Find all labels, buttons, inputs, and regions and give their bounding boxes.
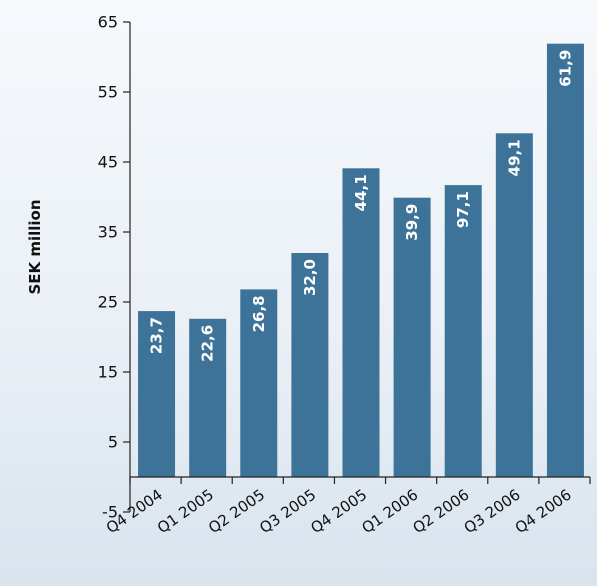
data-label-3: 26,8 — [250, 295, 268, 332]
bar-7 — [444, 185, 482, 477]
bar-8 — [495, 133, 533, 478]
bar-9 — [546, 43, 584, 477]
x-category-label-7: Q2 2006 — [410, 486, 473, 538]
data-label-5: 44,1 — [352, 174, 370, 211]
y-tick-label-8: -5 — [102, 503, 118, 522]
x-category-label-5: Q4 2005 — [307, 486, 370, 538]
x-category-label-9: Q4 2006 — [512, 486, 575, 538]
data-label-9: 61,9 — [556, 50, 574, 87]
y-tick-label-1: 65 — [98, 13, 118, 32]
data-label-6: 39,9 — [403, 204, 421, 241]
bars-layer — [138, 43, 584, 478]
bar-3 — [240, 289, 278, 477]
x-category-label-8: Q3 2006 — [461, 486, 524, 538]
y-axis-label: SEK million — [26, 199, 44, 294]
bar-2 — [189, 318, 227, 477]
y-tick-label-2: 55 — [98, 83, 118, 102]
y-tick-label-7: 5 — [108, 433, 118, 452]
y-tick-label-4: 35 — [98, 223, 118, 242]
data-label-2: 22,6 — [199, 325, 217, 362]
labels-layer: 23,7 22,6 26,8 32,0 44,1 39,9 97,1 49,1 61,9 — [148, 50, 575, 362]
x-category-label-3: Q2 2005 — [205, 486, 268, 538]
data-label-7: 97,1 — [454, 191, 472, 228]
data-label-1: 23,7 — [148, 317, 166, 354]
bar-6 — [393, 197, 431, 477]
x-category-label-4: Q3 2005 — [256, 486, 319, 538]
x-category-label-6: Q1 2006 — [358, 486, 421, 538]
data-label-4: 32,0 — [301, 259, 319, 296]
y-tick-label-3: 45 — [98, 153, 118, 172]
bar-1 — [138, 311, 176, 477]
bar-5 — [342, 168, 380, 478]
x-category-label-2: Q1 2005 — [154, 486, 217, 538]
bar-4 — [291, 253, 329, 477]
data-label-8: 49,1 — [505, 139, 523, 176]
y-tick-label-6: 15 — [98, 363, 118, 382]
y-tick-label-5: 25 — [98, 293, 118, 312]
